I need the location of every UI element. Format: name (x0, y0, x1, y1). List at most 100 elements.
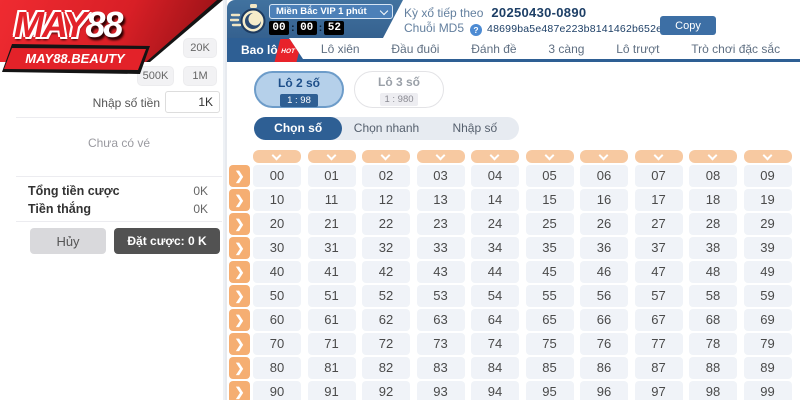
number-cell-73[interactable]: 73 (416, 333, 465, 355)
number-cell-43[interactable]: 43 (416, 261, 465, 283)
number-cell-19[interactable]: 19 (743, 189, 792, 211)
number-cell-40[interactable]: 40 (253, 261, 301, 283)
column-select-button[interactable] (362, 150, 410, 163)
number-cell-89[interactable]: 89 (743, 357, 792, 379)
row-select-button[interactable]: ❯ (229, 333, 250, 355)
tab-đầu-đuôi[interactable]: Đầu đuôi (391, 41, 440, 56)
number-cell-31[interactable]: 31 (307, 237, 356, 259)
number-cell-62[interactable]: 62 (362, 309, 410, 331)
row-select-button[interactable]: ❯ (229, 165, 250, 187)
number-cell-38[interactable]: 38 (689, 237, 737, 259)
number-cell-30[interactable]: 30 (253, 237, 301, 259)
row-select-button[interactable]: ❯ (229, 213, 250, 235)
number-cell-02[interactable]: 02 (362, 165, 410, 187)
number-cell-95[interactable]: 95 (525, 381, 574, 400)
pick-tab-nhập-số[interactable]: Nhập số (452, 121, 498, 135)
number-cell-52[interactable]: 52 (362, 285, 410, 307)
number-cell-11[interactable]: 11 (307, 189, 356, 211)
row-select-button[interactable]: ❯ (229, 357, 250, 379)
number-cell-60[interactable]: 60 (253, 309, 301, 331)
number-cell-64[interactable]: 64 (471, 309, 519, 331)
row-select-button[interactable]: ❯ (229, 189, 250, 211)
number-cell-26[interactable]: 26 (580, 213, 628, 235)
column-select-button[interactable] (471, 150, 519, 163)
copy-button[interactable]: Copy (660, 16, 716, 35)
number-cell-72[interactable]: 72 (362, 333, 410, 355)
number-cell-87[interactable]: 87 (634, 357, 683, 379)
number-cell-21[interactable]: 21 (307, 213, 356, 235)
tab-bao-lo[interactable]: Bao lô HOT (227, 38, 305, 62)
number-cell-45[interactable]: 45 (525, 261, 574, 283)
place-bet-button[interactable]: Đặt cược: 0 K (114, 228, 220, 254)
number-cell-36[interactable]: 36 (580, 237, 628, 259)
number-cell-35[interactable]: 35 (525, 237, 574, 259)
number-cell-48[interactable]: 48 (689, 261, 737, 283)
number-cell-85[interactable]: 85 (525, 357, 574, 379)
tab-lô-trượt[interactable]: Lô trượt (616, 41, 660, 56)
number-cell-96[interactable]: 96 (580, 381, 628, 400)
number-cell-16[interactable]: 16 (580, 189, 628, 211)
number-cell-18[interactable]: 18 (689, 189, 737, 211)
column-select-button[interactable] (743, 150, 792, 163)
number-cell-77[interactable]: 77 (634, 333, 683, 355)
number-cell-99[interactable]: 99 (743, 381, 792, 400)
chip-20k[interactable]: 20K (183, 38, 217, 58)
number-cell-46[interactable]: 46 (580, 261, 628, 283)
number-cell-63[interactable]: 63 (416, 309, 465, 331)
number-cell-88[interactable]: 88 (689, 357, 737, 379)
number-cell-97[interactable]: 97 (634, 381, 683, 400)
number-cell-20[interactable]: 20 (253, 213, 301, 235)
column-select-button[interactable] (416, 150, 465, 163)
number-cell-81[interactable]: 81 (307, 357, 356, 379)
number-cell-41[interactable]: 41 (307, 261, 356, 283)
number-cell-94[interactable]: 94 (471, 381, 519, 400)
number-cell-01[interactable]: 01 (307, 165, 356, 187)
number-cell-12[interactable]: 12 (362, 189, 410, 211)
bet-type-lo-2-so[interactable]: Lô 2 số 1 : 98 (254, 71, 344, 108)
chip-500k[interactable]: 500K (137, 66, 174, 86)
number-cell-69[interactable]: 69 (743, 309, 792, 331)
number-cell-49[interactable]: 49 (743, 261, 792, 283)
cancel-button[interactable]: Hủy (30, 228, 106, 254)
number-cell-84[interactable]: 84 (471, 357, 519, 379)
number-cell-13[interactable]: 13 (416, 189, 465, 211)
column-select-button[interactable] (525, 150, 574, 163)
number-cell-33[interactable]: 33 (416, 237, 465, 259)
number-cell-37[interactable]: 37 (634, 237, 683, 259)
row-select-button[interactable]: ❯ (229, 309, 250, 331)
column-select-button[interactable] (580, 150, 628, 163)
number-cell-24[interactable]: 24 (471, 213, 519, 235)
number-cell-66[interactable]: 66 (580, 309, 628, 331)
number-cell-09[interactable]: 09 (743, 165, 792, 187)
number-cell-25[interactable]: 25 (525, 213, 574, 235)
number-cell-08[interactable]: 08 (689, 165, 737, 187)
number-cell-00[interactable]: 00 (253, 165, 301, 187)
number-cell-05[interactable]: 05 (525, 165, 574, 187)
number-cell-98[interactable]: 98 (689, 381, 737, 400)
number-cell-55[interactable]: 55 (525, 285, 574, 307)
number-cell-06[interactable]: 06 (580, 165, 628, 187)
number-cell-59[interactable]: 59 (743, 285, 792, 307)
number-cell-65[interactable]: 65 (525, 309, 574, 331)
tab-3-càng[interactable]: 3 càng (548, 41, 585, 56)
number-cell-93[interactable]: 93 (416, 381, 465, 400)
number-cell-86[interactable]: 86 (580, 357, 628, 379)
help-icon[interactable]: ? (470, 24, 483, 36)
number-cell-67[interactable]: 67 (634, 309, 683, 331)
lottery-select-dropdown[interactable]: Miền Bắc VIP 1 phút (269, 4, 393, 19)
number-cell-90[interactable]: 90 (253, 381, 301, 400)
column-select-button[interactable] (689, 150, 737, 163)
number-cell-61[interactable]: 61 (307, 309, 356, 331)
number-cell-82[interactable]: 82 (362, 357, 410, 379)
column-select-button[interactable] (634, 150, 683, 163)
number-cell-92[interactable]: 92 (362, 381, 410, 400)
number-cell-22[interactable]: 22 (362, 213, 410, 235)
number-cell-42[interactable]: 42 (362, 261, 410, 283)
chip-1m[interactable]: 1M (183, 66, 217, 86)
pick-tab-chọn-số[interactable]: Chọn số (254, 117, 343, 140)
number-cell-10[interactable]: 10 (253, 189, 301, 211)
row-select-button[interactable]: ❯ (229, 261, 250, 283)
number-cell-68[interactable]: 68 (689, 309, 737, 331)
number-cell-53[interactable]: 53 (416, 285, 465, 307)
number-cell-71[interactable]: 71 (307, 333, 356, 355)
